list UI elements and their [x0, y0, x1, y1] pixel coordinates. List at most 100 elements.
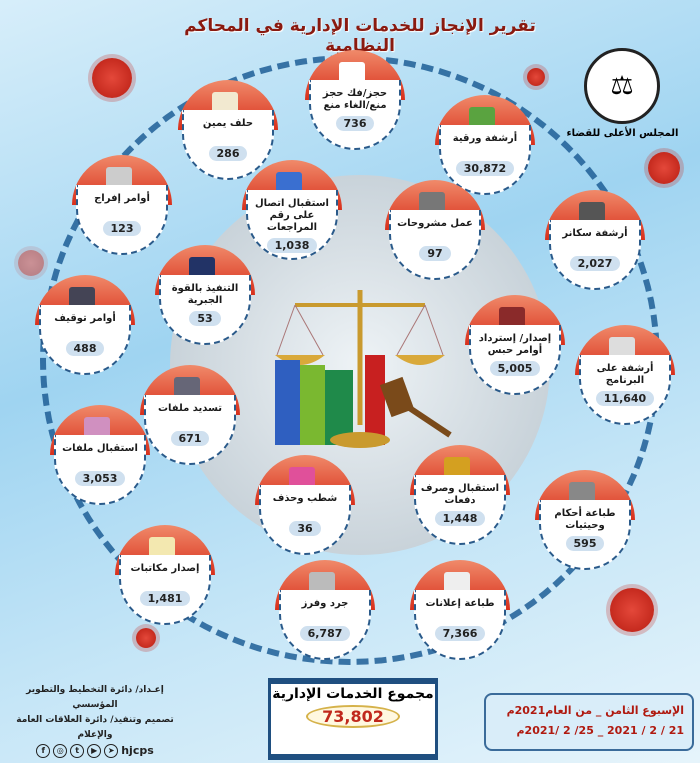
instagram-icon[interactable]: ◎: [53, 743, 68, 758]
cabinet-icon: [174, 377, 200, 399]
service-item: طباعة أحكام وحيثيات 595: [535, 470, 635, 570]
service-item: حلف يمين 286: [178, 80, 278, 180]
monitor-icon: [609, 337, 635, 359]
coins-icon: [444, 457, 470, 479]
item-circle: أوامر إفراج 123: [76, 185, 168, 255]
service-label: إصدار مكاتبات: [130, 563, 200, 574]
item-circle: التنفيذ بالقوة الجبرية 53: [159, 275, 251, 345]
service-item: التنفيذ بالقوة الجبرية 53: [155, 245, 255, 345]
service-count: 36: [289, 521, 321, 536]
files-icon: [84, 417, 110, 439]
scales-icon: ⚖: [610, 71, 634, 101]
service-label: استقبال وصرف دفعات: [420, 483, 500, 506]
service-item: طباعة إعلانات 7,366: [410, 560, 510, 660]
service-count: 595: [565, 536, 605, 551]
service-count: 5,005: [489, 361, 541, 376]
item-circle: إصدار/ إسترداد أوامر حبس 5,005: [469, 325, 561, 395]
total-value: 73,802: [306, 705, 400, 728]
total-label: مجموع الخدمات الإدارية: [272, 686, 434, 702]
item-circle: استقبال اتصال على رقم المراجعات 1,038: [246, 190, 338, 260]
service-label: عمل مشروحات: [397, 218, 473, 229]
service-item: استقبال وصرف دفعات 1,448: [410, 445, 510, 545]
virus-icon: [648, 152, 680, 184]
service-count: 97: [419, 246, 451, 261]
service-label: أرشفة على البرنامج: [596, 363, 654, 386]
item-circle: شطب وحذف 36: [259, 485, 351, 555]
service-count: 30,872: [455, 161, 515, 176]
item-circle: إصدار مكاتبات 1,481: [119, 555, 211, 625]
service-label: شطب وحذف: [272, 493, 338, 504]
service-item: إصدار مكاتبات 1,481: [115, 525, 215, 625]
letters-icon: [149, 537, 175, 559]
item-circle: جرد وفرز 6,787: [279, 590, 371, 660]
week-period-box: الإسبوع الثامن _ من العام2021م 21 / 2 / …: [484, 693, 694, 751]
service-item: أرشفة على البرنامج 11,640: [575, 325, 675, 425]
item-circle: طباعة إعلانات 7,366: [414, 590, 506, 660]
item-circle: أرشفة سكانر 2,027: [549, 220, 641, 290]
service-count: 488: [65, 341, 105, 356]
laptop-icon: [569, 482, 595, 504]
service-label: إصدار/ إسترداد أوامر حبس: [478, 333, 552, 356]
social-links: f ◎ t ▶ ➤ hjcps: [10, 743, 180, 758]
binder-icon: [309, 572, 335, 594]
scanner-icon: [579, 202, 605, 224]
eraser-icon: [289, 467, 315, 489]
calculator-icon: [419, 192, 445, 214]
service-item: حجز/فك حجز منع/الغاء منع 736: [305, 50, 405, 150]
service-item: أوامر إفراج 123: [72, 155, 172, 255]
telegram-icon[interactable]: ➤: [104, 743, 119, 758]
virus-icon: [18, 250, 44, 276]
service-label: أرشفة سكانر: [562, 228, 628, 239]
credits-design: تصميم وتنفيذ/ دائرة العلاقات العامة والإ…: [16, 715, 174, 740]
service-count: 286: [208, 146, 248, 161]
service-count: 3,053: [74, 471, 126, 486]
notice-icon: [444, 572, 470, 594]
twitter-icon[interactable]: t: [70, 743, 85, 758]
service-label: أرشفة ورقية: [452, 133, 518, 144]
item-circle: استقبال وصرف دفعات 1,448: [414, 475, 506, 545]
page-title: تقرير الإنجاز للخدمات الإدارية في المحاك…: [184, 16, 536, 56]
service-item: عمل مشروحات 97: [385, 180, 485, 280]
service-item: أرشفة سكانر 2,027: [545, 190, 645, 290]
service-label: طباعة أحكام وحيثيات: [554, 508, 616, 531]
item-circle: استقبال ملفات 3,053: [54, 435, 146, 505]
social-handle[interactable]: hjcps: [121, 744, 154, 757]
service-item: أوامر توقيف 488: [35, 275, 135, 375]
police-icon: [189, 257, 215, 279]
service-label: حجز/فك حجز منع/الغاء منع: [322, 88, 388, 111]
date-range: 21 / 2 / 2021 _ 25/ 2 /2021م: [516, 724, 684, 737]
justice-scale-books-gavel-illustration: [275, 290, 452, 448]
credits-prepared: إعـداد/ دائرة التخطيط والتطوير المؤسسي: [26, 685, 164, 710]
service-count: 671: [170, 431, 210, 446]
service-count: 123: [102, 221, 142, 236]
virus-icon: [610, 588, 654, 632]
total-services-box: مجموع الخدمات الإدارية 73,802: [268, 678, 438, 760]
virus-icon: [92, 58, 132, 98]
credits: إعـداد/ دائرة التخطيط والتطوير المؤسسي ت…: [10, 683, 180, 758]
facebook-icon[interactable]: f: [36, 743, 51, 758]
item-circle: عمل مشروحات 97: [389, 210, 481, 280]
service-item: استقبال اتصال على رقم المراجعات 1,038: [242, 160, 342, 260]
item-circle: تسديد ملفات 671: [144, 395, 236, 465]
service-label: أوامر إفراج: [94, 193, 150, 204]
service-label: أوامر توقيف: [54, 313, 116, 324]
service-label: تسديد ملفات: [158, 403, 222, 414]
service-count: 6,787: [299, 626, 351, 641]
item-circle: طباعة أحكام وحيثيات 595: [539, 500, 631, 570]
virus-icon: [136, 628, 156, 648]
handcuffs-icon: [106, 167, 132, 189]
service-count: 2,027: [569, 256, 621, 271]
service-count: 53: [189, 311, 221, 326]
service-label: التنفيذ بالقوة الجبرية: [171, 283, 239, 306]
service-item: تسديد ملفات 671: [140, 365, 240, 465]
jail-icon: [499, 307, 525, 329]
council-name: المجلس الأعلى للقضاء: [566, 128, 679, 139]
document-icon: [339, 62, 365, 84]
virus-icon: [527, 68, 545, 86]
paper-icon: [212, 92, 238, 114]
service-label: استقبال اتصال على رقم المراجعات: [254, 198, 329, 233]
service-item: شطب وحذف 36: [255, 455, 355, 555]
service-count: 7,366: [434, 626, 486, 641]
service-count: 736: [335, 116, 375, 131]
youtube-icon[interactable]: ▶: [87, 743, 102, 758]
